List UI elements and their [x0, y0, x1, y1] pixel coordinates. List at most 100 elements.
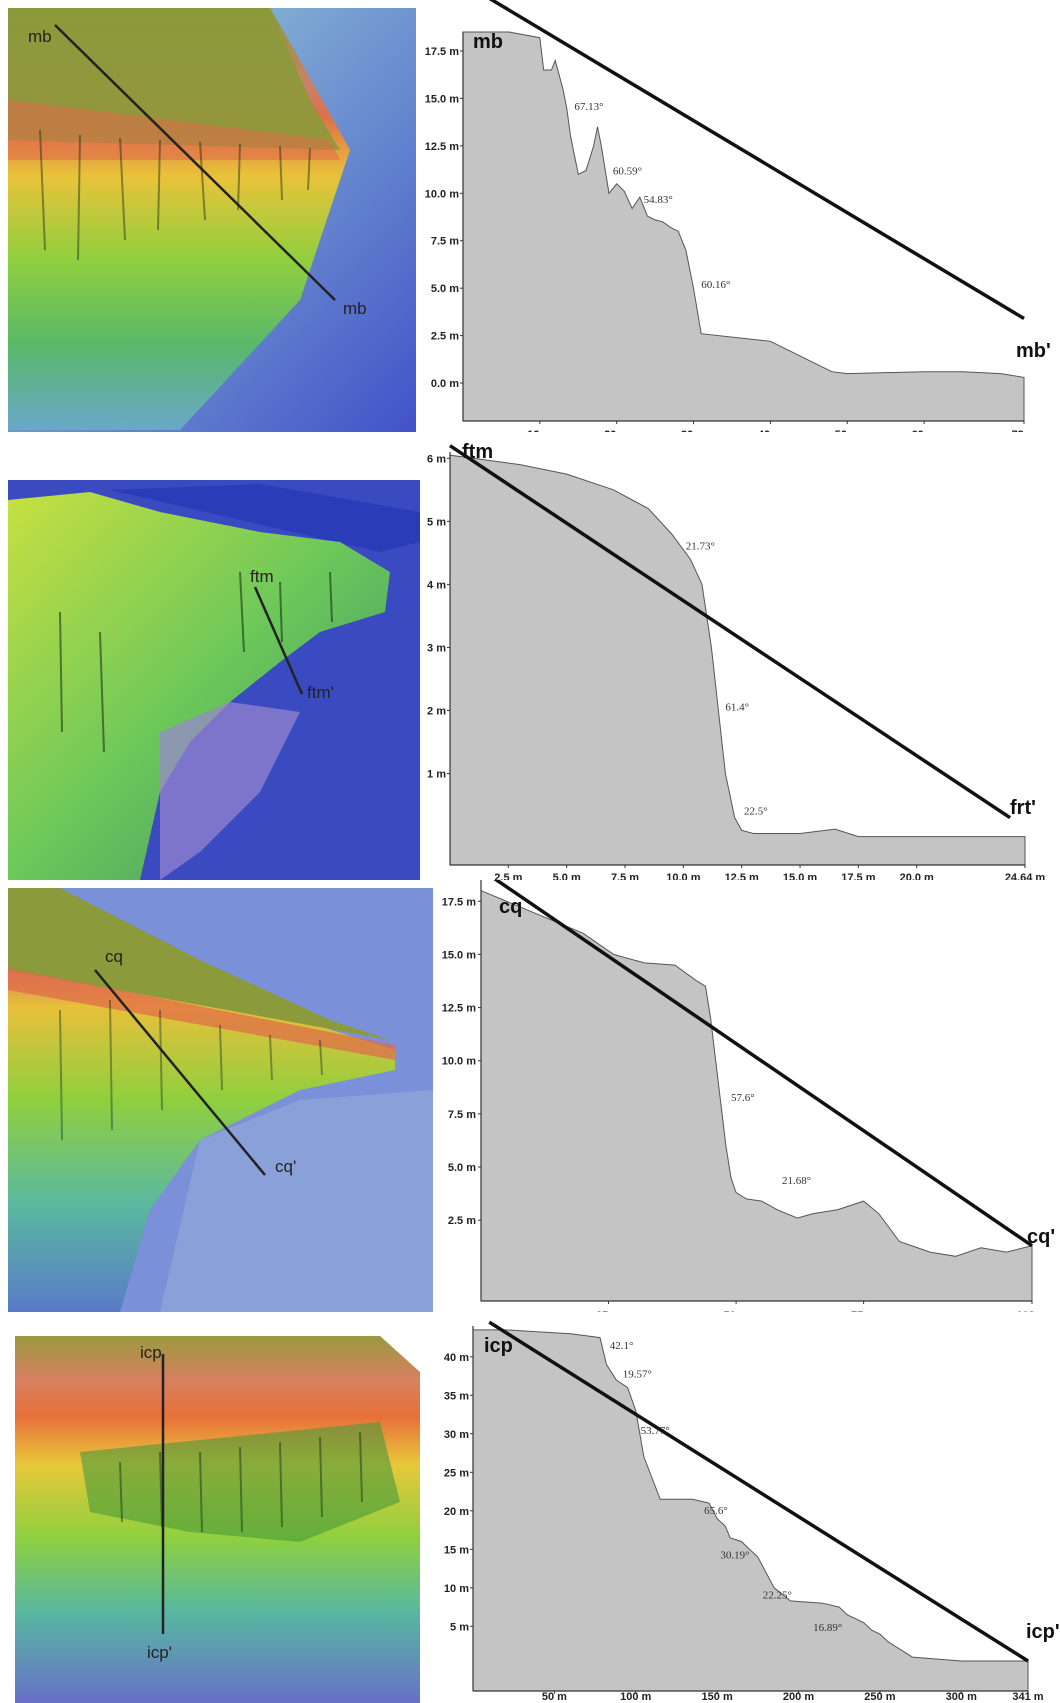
x-tick-label-ftm: 20.0 m — [900, 872, 934, 880]
terrain-view-cq: cq cq' — [8, 888, 433, 1312]
y-tick-label-icp: 40 m — [444, 1352, 469, 1364]
profile-end-label-ftm: frt' — [1010, 797, 1036, 819]
slope-angle-label-icp: 65.6° — [704, 1505, 728, 1517]
profile-start-label-icp: icp — [484, 1335, 513, 1357]
x-tick-label-icp: 300 m — [946, 1691, 977, 1703]
map-label-end-ftm: ftm' — [307, 683, 334, 702]
x-tick-label-mb: 30 m — [681, 429, 706, 432]
profile-area-mb — [462, 31, 1025, 422]
x-tick-label-mb: 50 m — [835, 429, 860, 432]
y-tick-label-cq: 17.5 m — [442, 896, 476, 908]
x-tick-label-mb: 10 m — [527, 429, 552, 432]
y-tick-label-cq: 5.0 m — [448, 1162, 476, 1174]
y-tick-label-cq: 10.0 m — [442, 1056, 476, 1068]
profile-area-cq — [480, 889, 1033, 1302]
y-tick-label-icp: 20 m — [444, 1506, 469, 1518]
y-tick-label-ftm: 4 m — [427, 579, 446, 591]
slope-angle-label-icp: 22.25° — [763, 1590, 792, 1602]
profile-chart-ftm: 6 m 5 m 4 m 3 m 2 m 1 m 2.5 m 5.0 m 7.5 m 10.0 m 1… — [427, 441, 1045, 880]
map-label-start-cq: cq — [105, 947, 123, 966]
y-tick-label-icp: 10 m — [444, 1583, 469, 1595]
map-label-start-ftm: ftm — [250, 567, 274, 586]
y-tick-label-ftm: 1 m — [427, 769, 446, 781]
profile-start-label-ftm: ftm — [462, 441, 493, 463]
panel-ftm-svg: ftm ftm' 6 m 5 m 4 m 3 m 2 m 1 m 2.5 m 5.0 m 7.5… — [8, 441, 1045, 880]
x-tick-label-ftm: 12.5 m — [725, 872, 759, 880]
slope-angle-label-ftm: 22.5° — [744, 806, 768, 818]
x-tick-label-icp: 150 m — [702, 1691, 733, 1703]
x-tick-label-cq: 108 m — [1016, 1310, 1047, 1312]
y-tick-label-mb: 0.0 m — [431, 378, 459, 390]
y-tick-label-mb: 10.0 m — [425, 188, 459, 200]
x-tick-label-cq: 75 m — [851, 1310, 876, 1312]
y-tick-label-icp: 35 m — [444, 1390, 469, 1402]
x-tick-label-mb: 73 m — [1011, 429, 1036, 432]
y-tick-label-cq: 7.5 m — [448, 1109, 476, 1121]
x-tick-label-cq: 50 m — [724, 1310, 749, 1312]
transect-trend-line-ftm — [449, 444, 1012, 820]
slope-angle-label-icp: 53.77° — [641, 1425, 670, 1437]
x-tick-label-icp: 100 m — [620, 1691, 651, 1703]
y-tick-label-icp: 25 m — [444, 1467, 469, 1479]
slope-angle-label-mb: 60.59° — [613, 165, 642, 177]
slope-angle-label-ftm: 61.4° — [725, 702, 749, 714]
terrain-view-ftm: ftm ftm' — [8, 480, 420, 880]
x-tick-label-ftm: 17.5 m — [841, 872, 875, 880]
profile-end-label-cq: cq' — [1027, 1226, 1055, 1248]
map-label-start-icp: icp — [140, 1343, 162, 1362]
slope-angle-label-ftm: 21.73° — [686, 541, 715, 553]
panel-cq: cq cq' 17.5 m 15.0 m 12.5 m 10.0 m 7.5 m 5.0 … — [0, 880, 1060, 1312]
profile-chart-icp: 40 m 35 m 30 m 25 m 20 m 15 m 10 m 5 m 50 m 100 m… — [444, 1320, 1060, 1703]
slope-angle-label-mb: 60.16° — [701, 279, 730, 291]
x-tick-label-ftm: 2.5 m — [494, 872, 522, 880]
slope-angle-label-icp: 42.1° — [610, 1340, 634, 1352]
x-tick-label-icp: 200 m — [783, 1691, 814, 1703]
map-label-end-cq: cq' — [275, 1157, 296, 1176]
x-tick-label-mb: 40 m — [758, 429, 783, 432]
panel-ftm: ftm ftm' 6 m 5 m 4 m 3 m 2 m 1 m 2.5 m 5.0 m 7.5… — [0, 432, 1060, 880]
x-tick-label-icp: 50 m — [542, 1691, 567, 1703]
panel-icp-svg: icp icp' 40 m 35 m 30 m 25 m 20 m 15 m 10 m 5 m… — [15, 1320, 1060, 1703]
y-tick-label-icp: 5 m — [450, 1621, 469, 1633]
x-tick-label-mb: 60 m — [912, 429, 937, 432]
transect-line-cq — [94, 969, 266, 1176]
slope-angle-label-icp: 30.19° — [720, 1550, 749, 1562]
y-tick-label-mb: 15.0 m — [425, 93, 459, 105]
x-tick-label-ftm: 7.5 m — [611, 872, 639, 880]
y-tick-label-cq: 2.5 m — [448, 1215, 476, 1227]
profile-start-label-mb: mb — [473, 31, 503, 53]
transect-trend-line-mb — [488, 0, 1025, 321]
y-tick-label-ftm: 5 m — [427, 516, 446, 528]
panel-cq-svg: cq cq' 17.5 m 15.0 m 12.5 m 10.0 m 7.5 m 5.0 … — [8, 880, 1055, 1312]
x-tick-label-cq: 25 m — [596, 1310, 621, 1312]
x-tick-label-ftm: 5.0 m — [553, 872, 581, 880]
profile-start-label-cq: cq — [499, 896, 522, 918]
slope-angle-label-mb: 67.13° — [574, 101, 603, 113]
panel-mb: mb mb 17.5 m 15.0 m 12.5 m 10.0 m 7.5 m 5.0 m… — [0, 0, 1060, 432]
x-tick-label-mb: 20 m — [604, 429, 629, 432]
slope-angle-label-cq: 21.68° — [782, 1175, 811, 1187]
y-tick-label-ftm: 3 m — [427, 642, 446, 654]
x-tick-label-icp: 250 m — [864, 1691, 895, 1703]
x-tick-label-ftm: 24.64 m — [1005, 872, 1046, 880]
terrain-view-icp: icp icp' — [15, 1336, 420, 1703]
transect-trend-line-cq — [493, 880, 1033, 1248]
map-label-start-mb: mb — [28, 27, 52, 46]
y-tick-label-mb: 2.5 m — [431, 331, 459, 343]
transect-line-ftm — [253, 586, 304, 695]
map-label-end-icp: icp' — [147, 1643, 172, 1662]
profile-chart-cq: 17.5 m 15.0 m 12.5 m 10.0 m 7.5 m 5.0 m 2.5 m 2… — [442, 880, 1055, 1312]
panel-mb-svg: mb mb 17.5 m 15.0 m 12.5 m 10.0 m 7.5 m 5.0 m… — [8, 0, 1051, 432]
y-tick-label-mb: 17.5 m — [425, 46, 459, 58]
profile-end-label-icp: icp' — [1026, 1621, 1060, 1643]
transect-trend-line-icp — [488, 1320, 1029, 1663]
y-tick-label-cq: 12.5 m — [442, 1003, 476, 1015]
y-tick-label-mb: 7.5 m — [431, 236, 459, 248]
y-tick-label-icp: 30 m — [444, 1429, 469, 1441]
x-tick-label-icp: 341 m — [1012, 1691, 1043, 1703]
transect-line-mb — [54, 24, 336, 301]
y-tick-label-ftm: 6 m — [427, 453, 446, 465]
y-tick-label-mb: 12.5 m — [425, 141, 459, 153]
panel-icp: icp icp' 40 m 35 m 30 m 25 m 20 m 15 m 10 m 5 m… — [0, 1312, 1060, 1703]
map-label-end-mb: mb — [343, 299, 367, 318]
